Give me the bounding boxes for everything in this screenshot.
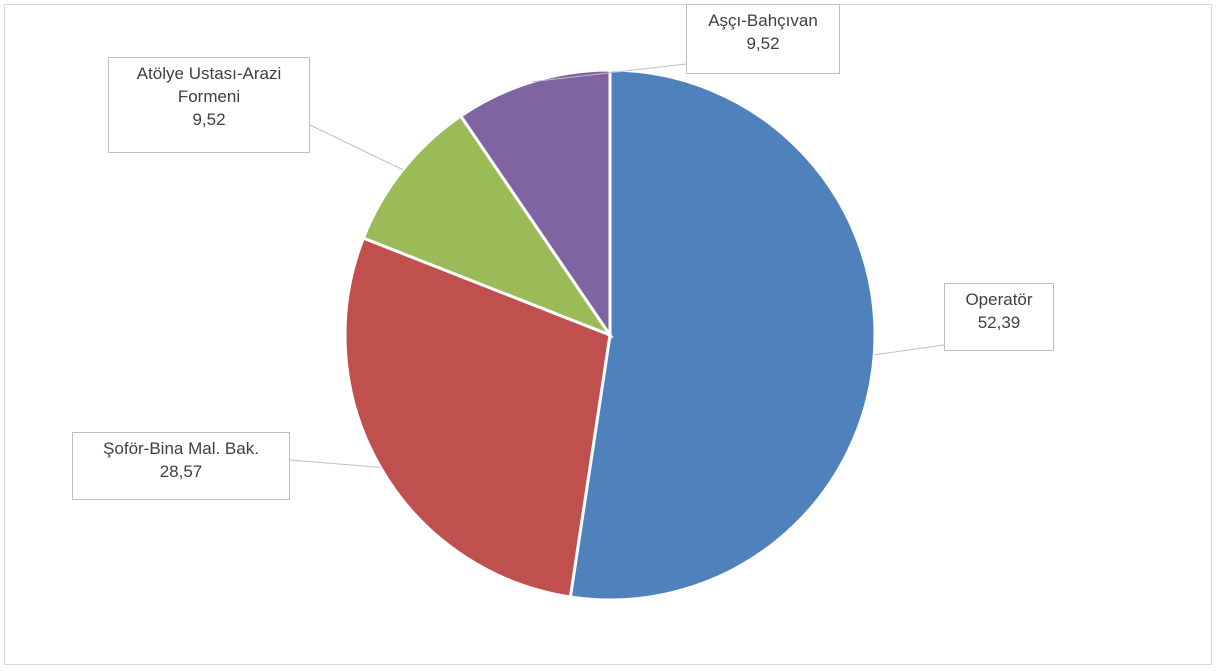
label-value: 9,52: [746, 34, 780, 53]
label-value: 9,52: [192, 110, 226, 129]
label-name: Operatör: [965, 290, 1033, 309]
leader-line: [874, 344, 945, 356]
label-name: Atölye Ustası-Arazi Formeni: [136, 64, 282, 106]
data-label: Operatör 52,39: [944, 283, 1054, 351]
label-value: 52,39: [977, 313, 1021, 332]
data-label: Şoför-Bina Mal. Bak. 28,57: [72, 432, 290, 500]
data-label: Atölye Ustası-Arazi Formeni 9,52: [108, 57, 310, 153]
chart-border: [4, 4, 1212, 665]
label-name: Aşçı-Bahçıvan: [708, 11, 818, 30]
leader-line: [289, 459, 381, 468]
label-value: 28,57: [159, 462, 203, 481]
leader-line: [309, 124, 404, 171]
pie-slice: [361, 113, 614, 339]
leader-line: [531, 63, 687, 83]
pie-slice: [568, 68, 877, 602]
pie-slice: [343, 236, 612, 599]
data-label: Aşçı-Bahçıvan 9,52: [686, 4, 840, 74]
label-name: Şoför-Bina Mal. Bak.: [103, 439, 259, 458]
